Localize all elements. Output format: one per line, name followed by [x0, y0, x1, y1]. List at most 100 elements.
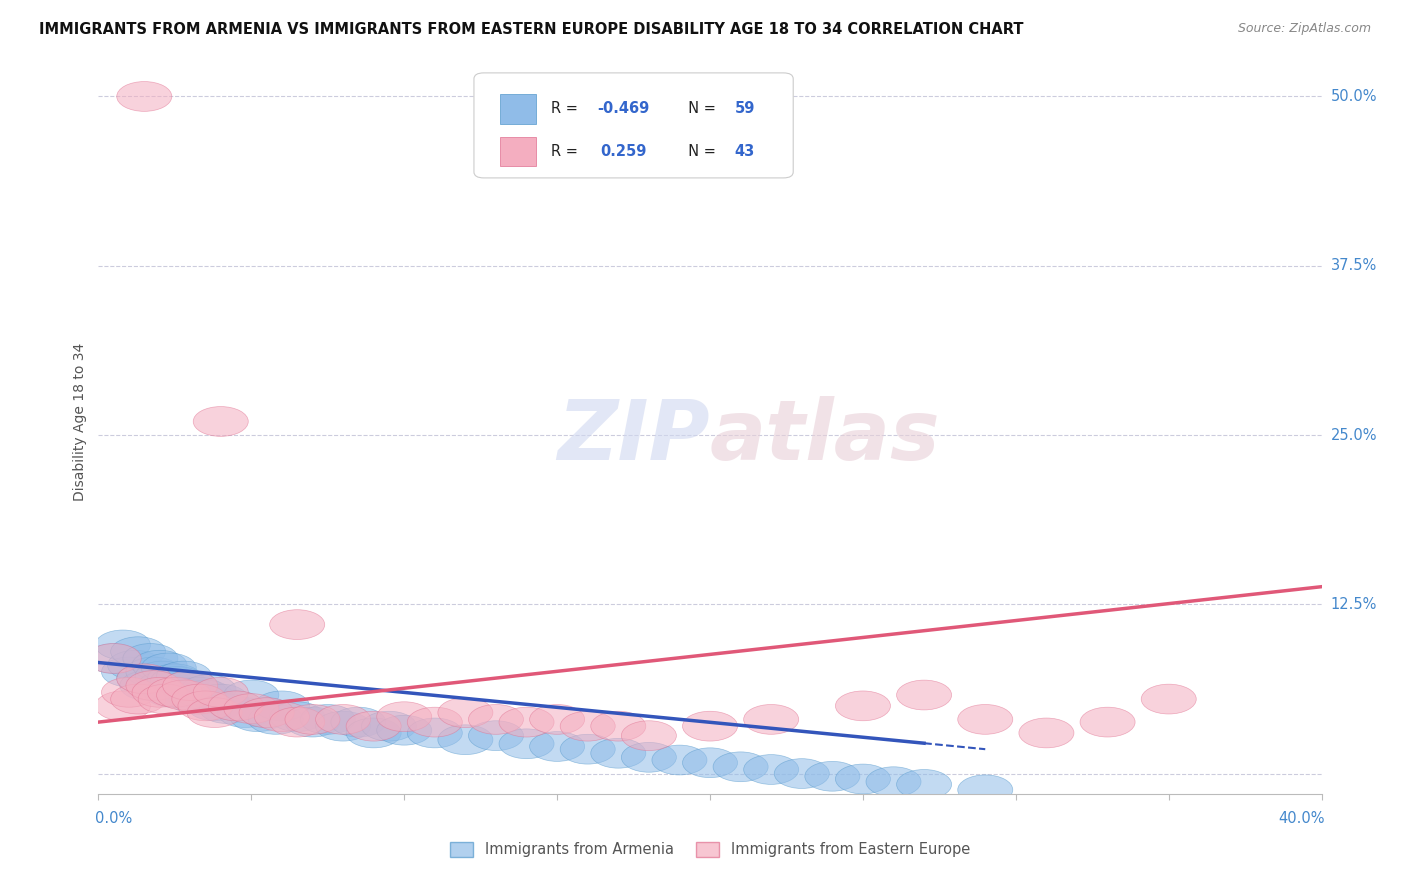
Ellipse shape — [96, 691, 150, 721]
Ellipse shape — [897, 680, 952, 710]
Ellipse shape — [1019, 718, 1074, 747]
Ellipse shape — [652, 745, 707, 775]
Ellipse shape — [101, 677, 156, 707]
Ellipse shape — [156, 680, 211, 710]
Ellipse shape — [169, 684, 224, 714]
Ellipse shape — [254, 702, 309, 731]
Ellipse shape — [804, 762, 860, 791]
Ellipse shape — [682, 747, 738, 778]
Ellipse shape — [127, 671, 181, 700]
Text: 0.0%: 0.0% — [96, 812, 132, 827]
Ellipse shape — [163, 671, 218, 700]
Ellipse shape — [499, 729, 554, 759]
Ellipse shape — [193, 407, 249, 436]
Ellipse shape — [499, 707, 554, 737]
Ellipse shape — [117, 664, 172, 694]
FancyBboxPatch shape — [499, 94, 536, 124]
Ellipse shape — [285, 705, 340, 734]
Ellipse shape — [621, 721, 676, 750]
Ellipse shape — [560, 734, 616, 764]
Ellipse shape — [591, 711, 645, 741]
Ellipse shape — [270, 707, 325, 737]
Text: R =: R = — [551, 144, 582, 159]
Ellipse shape — [621, 742, 676, 772]
Ellipse shape — [179, 680, 233, 710]
Ellipse shape — [224, 694, 278, 723]
Ellipse shape — [187, 691, 242, 721]
Ellipse shape — [111, 637, 166, 666]
Ellipse shape — [866, 767, 921, 797]
Ellipse shape — [530, 731, 585, 762]
Ellipse shape — [135, 661, 190, 691]
Ellipse shape — [957, 775, 1012, 805]
Ellipse shape — [408, 718, 463, 747]
Text: -0.469: -0.469 — [598, 101, 650, 116]
Ellipse shape — [224, 680, 278, 710]
Text: 59: 59 — [734, 101, 755, 116]
Ellipse shape — [346, 718, 401, 747]
Ellipse shape — [141, 653, 197, 683]
Ellipse shape — [108, 650, 163, 680]
Ellipse shape — [218, 698, 273, 728]
Text: 12.5%: 12.5% — [1331, 597, 1378, 612]
Ellipse shape — [775, 759, 830, 789]
Ellipse shape — [682, 711, 738, 741]
Ellipse shape — [172, 677, 226, 707]
Text: 40.0%: 40.0% — [1278, 812, 1324, 827]
Ellipse shape — [957, 705, 1012, 734]
Ellipse shape — [408, 707, 463, 737]
Ellipse shape — [193, 684, 249, 714]
Text: IMMIGRANTS FROM ARMENIA VS IMMIGRANTS FROM EASTERN EUROPE DISABILITY AGE 18 TO 3: IMMIGRANTS FROM ARMENIA VS IMMIGRANTS FR… — [39, 22, 1024, 37]
Ellipse shape — [1142, 684, 1197, 714]
Ellipse shape — [301, 705, 356, 734]
Ellipse shape — [437, 725, 494, 755]
Ellipse shape — [270, 702, 325, 731]
FancyBboxPatch shape — [499, 136, 536, 167]
FancyBboxPatch shape — [474, 73, 793, 178]
Text: N =: N = — [679, 101, 721, 116]
Ellipse shape — [153, 677, 208, 707]
Ellipse shape — [120, 671, 174, 700]
Ellipse shape — [330, 707, 385, 737]
Ellipse shape — [744, 755, 799, 784]
Ellipse shape — [96, 630, 150, 660]
Y-axis label: Disability Age 18 to 34: Disability Age 18 to 34 — [73, 343, 87, 500]
Ellipse shape — [468, 721, 523, 750]
Text: 50.0%: 50.0% — [1331, 89, 1378, 104]
Ellipse shape — [132, 677, 187, 707]
Ellipse shape — [254, 691, 309, 721]
Ellipse shape — [200, 694, 254, 723]
Ellipse shape — [530, 705, 585, 734]
Ellipse shape — [117, 664, 172, 694]
Text: 43: 43 — [734, 144, 755, 159]
Ellipse shape — [163, 671, 218, 700]
Text: 25.0%: 25.0% — [1331, 427, 1378, 442]
Ellipse shape — [86, 643, 141, 673]
Ellipse shape — [744, 705, 799, 734]
Ellipse shape — [285, 707, 340, 737]
Ellipse shape — [239, 698, 294, 728]
Ellipse shape — [127, 657, 181, 687]
Ellipse shape — [148, 664, 202, 694]
Ellipse shape — [111, 684, 166, 714]
Ellipse shape — [145, 677, 200, 707]
Ellipse shape — [208, 691, 263, 721]
Ellipse shape — [1080, 707, 1135, 737]
Ellipse shape — [101, 657, 156, 687]
Ellipse shape — [208, 691, 263, 721]
Ellipse shape — [835, 691, 890, 721]
Legend: Immigrants from Armenia, Immigrants from Eastern Europe: Immigrants from Armenia, Immigrants from… — [450, 842, 970, 857]
Ellipse shape — [591, 739, 645, 768]
Ellipse shape — [315, 711, 371, 741]
Ellipse shape — [86, 643, 141, 673]
Ellipse shape — [187, 698, 242, 728]
Ellipse shape — [468, 705, 523, 734]
Text: Source: ZipAtlas.com: Source: ZipAtlas.com — [1237, 22, 1371, 36]
Ellipse shape — [181, 674, 236, 705]
Ellipse shape — [148, 677, 202, 707]
Ellipse shape — [138, 684, 193, 714]
Ellipse shape — [377, 715, 432, 745]
Ellipse shape — [193, 677, 249, 707]
Ellipse shape — [270, 610, 325, 640]
Text: atlas: atlas — [710, 396, 941, 477]
